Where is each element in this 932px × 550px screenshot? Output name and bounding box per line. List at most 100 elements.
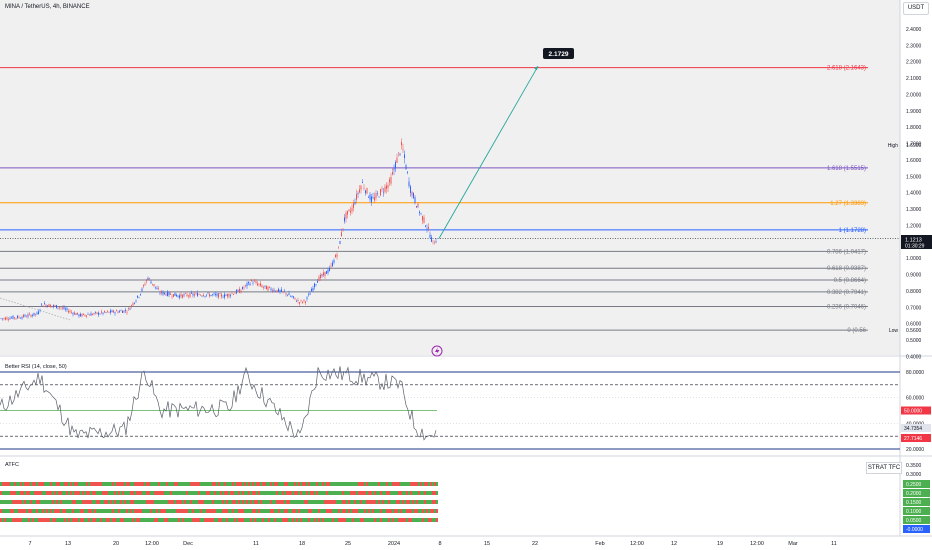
atfc-bar-segment bbox=[298, 518, 300, 522]
atfc-bar-segment bbox=[118, 491, 120, 495]
atfc-bar-segment bbox=[182, 491, 184, 495]
atfc-bar-segment bbox=[176, 509, 178, 513]
atfc-bar-segment bbox=[412, 482, 414, 486]
atfc-tick-label: 0.3500 bbox=[906, 463, 922, 469]
atfc-bar-segment bbox=[66, 482, 68, 486]
price-tick-label: 1.5000 bbox=[906, 174, 922, 180]
atfc-bar-segment bbox=[86, 500, 88, 504]
atfc-bar-segment bbox=[420, 491, 422, 495]
atfc-bar-segment bbox=[228, 518, 230, 522]
atfc-bar-segment bbox=[430, 509, 432, 513]
atfc-bar-segment bbox=[358, 500, 360, 504]
atfc-bar-segment bbox=[68, 482, 70, 486]
price-candle bbox=[77, 312, 78, 315]
atfc-bar-segment bbox=[316, 518, 318, 522]
atfc-bar-segment bbox=[120, 482, 122, 486]
atfc-bar-segment bbox=[38, 500, 40, 504]
price-candle bbox=[60, 307, 62, 309]
price-candle bbox=[366, 188, 368, 194]
price-candle bbox=[284, 291, 285, 293]
price-candle bbox=[120, 310, 122, 312]
atfc-bar-segment bbox=[270, 509, 272, 513]
price-candle bbox=[201, 295, 203, 297]
price-candle bbox=[140, 293, 141, 295]
atfc-bar-segment bbox=[22, 482, 24, 486]
price-candle bbox=[227, 293, 228, 297]
atfc-bar-segment bbox=[306, 482, 308, 486]
atfc-bar-segment bbox=[326, 491, 328, 495]
atfc-bar-segment bbox=[22, 491, 24, 495]
price-candle bbox=[14, 317, 15, 319]
atfc-bar-segment bbox=[434, 500, 436, 504]
atfc-bar-segment bbox=[98, 482, 100, 486]
atfc-bar-segment bbox=[422, 491, 424, 495]
countdown-value: 01:30:29 bbox=[905, 244, 925, 250]
currency-button[interactable]: USDT bbox=[903, 2, 929, 15]
atfc-bar-segment bbox=[210, 482, 212, 486]
atfc-bar-segment bbox=[122, 482, 124, 486]
atfc-bar-segment bbox=[394, 491, 396, 495]
atfc-bar-segment bbox=[38, 518, 40, 522]
atfc-bar-segment bbox=[356, 500, 358, 504]
atfc-bar-segment bbox=[78, 509, 80, 513]
price-candle bbox=[102, 312, 104, 314]
atfc-bar-segment bbox=[424, 509, 426, 513]
atfc-bar-segment bbox=[176, 491, 178, 495]
price-candle bbox=[32, 315, 33, 316]
price-candle bbox=[230, 294, 231, 296]
atfc-bar-segment bbox=[176, 518, 178, 522]
atfc-bar-segment bbox=[20, 491, 22, 495]
rsi-line bbox=[0, 366, 437, 441]
atfc-bar-segment bbox=[192, 518, 194, 522]
atfc-bar-segment bbox=[230, 482, 232, 486]
price-candle bbox=[233, 293, 234, 295]
price-candle bbox=[362, 182, 363, 183]
atfc-bar-segment bbox=[0, 518, 2, 522]
atfc-bar-segment bbox=[82, 500, 84, 504]
atfc-bar-segment bbox=[384, 509, 386, 513]
atfc-bar-segment bbox=[430, 500, 432, 504]
projection-arrowhead bbox=[534, 66, 538, 71]
price-candle bbox=[347, 210, 348, 215]
price-candle bbox=[105, 312, 107, 313]
atfc-bar-segment bbox=[132, 491, 134, 495]
atfc-bar-segment bbox=[302, 500, 304, 504]
atfc-bar-segment bbox=[292, 518, 294, 522]
fib-level-label: 1.27 (1.3383) bbox=[830, 201, 866, 207]
atfc-bar-segment bbox=[374, 518, 376, 522]
atfc-bar-segment bbox=[192, 500, 194, 504]
atfc-bar-segment bbox=[364, 500, 366, 504]
price-tick-label: 2.3000 bbox=[906, 43, 922, 49]
atfc-bar-segment bbox=[78, 500, 80, 504]
atfc-bar-segment bbox=[302, 491, 304, 495]
price-candle bbox=[207, 292, 209, 294]
atfc-title: ATFC bbox=[5, 462, 19, 468]
price-candle bbox=[239, 288, 240, 293]
price-candle bbox=[9, 318, 11, 320]
price-candle bbox=[242, 286, 243, 290]
atfc-bar-segment bbox=[388, 509, 390, 513]
atfc-bar-segment bbox=[162, 509, 164, 513]
atfc-bar-segment bbox=[0, 509, 2, 513]
atfc-bar-segment bbox=[238, 500, 240, 504]
atfc-bar-segment bbox=[350, 482, 352, 486]
atfc-bar-segment bbox=[66, 518, 68, 522]
atfc-bar-segment bbox=[260, 482, 262, 486]
atfc-bar-segment bbox=[334, 500, 336, 504]
atfc-bar-segment bbox=[30, 509, 32, 513]
price-candle bbox=[71, 311, 72, 313]
atfc-bar-segment bbox=[306, 491, 308, 495]
atfc-bar-segment bbox=[352, 509, 354, 513]
atfc-bar-segment bbox=[216, 518, 218, 522]
atfc-bar-segment bbox=[286, 500, 288, 504]
price-candle bbox=[371, 196, 372, 203]
atfc-bar-segment bbox=[4, 518, 6, 522]
atfc-bar-segment bbox=[384, 518, 386, 522]
price-tick-label: 0.9000 bbox=[906, 273, 922, 279]
price-candle bbox=[416, 206, 417, 208]
atfc-bar-segment bbox=[150, 482, 152, 486]
atfc-bar-segment bbox=[10, 518, 12, 522]
atfc-bar-segment bbox=[394, 482, 396, 486]
price-candle bbox=[192, 293, 194, 296]
